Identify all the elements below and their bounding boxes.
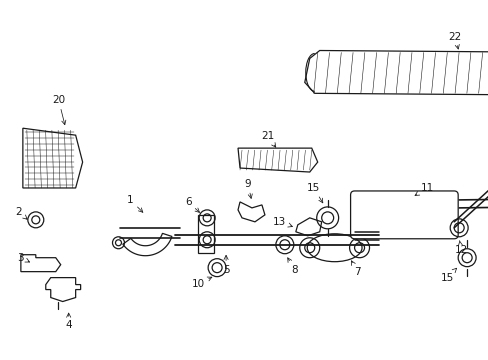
Text: 21: 21 <box>261 131 275 147</box>
Text: 1: 1 <box>127 195 142 212</box>
Text: 22: 22 <box>447 32 461 49</box>
Text: 19: 19 <box>0 359 1 360</box>
Text: 7: 7 <box>351 261 360 276</box>
Polygon shape <box>238 148 317 172</box>
Ellipse shape <box>306 234 361 262</box>
Text: 6: 6 <box>184 197 199 212</box>
Text: 3: 3 <box>18 253 29 263</box>
Bar <box>198 215 214 253</box>
Text: 9: 9 <box>244 179 252 198</box>
Polygon shape <box>21 255 61 272</box>
Polygon shape <box>304 50 488 95</box>
Polygon shape <box>23 128 82 188</box>
Polygon shape <box>122 233 172 256</box>
Text: 15: 15 <box>306 183 322 203</box>
Text: 4: 4 <box>65 313 72 330</box>
Text: 16: 16 <box>0 359 1 360</box>
FancyBboxPatch shape <box>350 191 457 239</box>
Text: 11: 11 <box>414 183 433 195</box>
Text: 14: 14 <box>0 359 1 360</box>
Text: 13: 13 <box>273 217 292 227</box>
Polygon shape <box>238 202 264 222</box>
Text: 10: 10 <box>191 277 211 289</box>
Text: 5: 5 <box>223 255 229 275</box>
Text: 12: 12 <box>454 240 467 255</box>
Text: 17: 17 <box>0 359 1 360</box>
Text: 20: 20 <box>52 95 66 125</box>
Text: 15: 15 <box>440 268 456 283</box>
Text: 8: 8 <box>287 258 298 275</box>
Polygon shape <box>46 278 81 302</box>
Text: 2: 2 <box>16 207 27 219</box>
Text: 18: 18 <box>0 359 1 360</box>
Polygon shape <box>295 218 321 236</box>
